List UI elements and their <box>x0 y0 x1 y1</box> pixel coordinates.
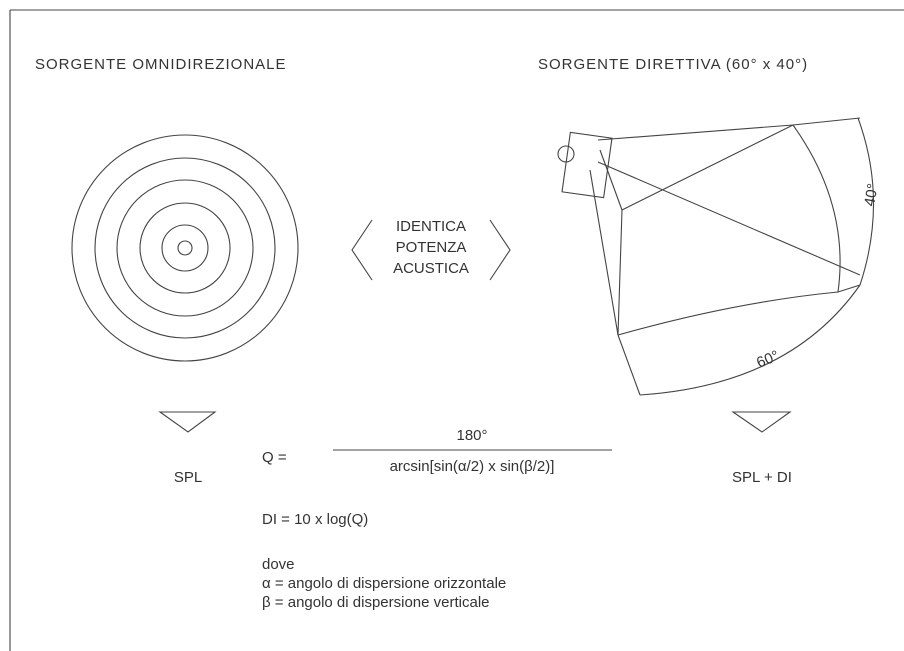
formula-lhs: Q = <box>262 449 287 466</box>
triangle <box>158 411 217 433</box>
directive-source <box>557 117 875 396</box>
angle-vertical: 40° <box>861 182 882 207</box>
center-line: IDENTICA <box>396 218 466 235</box>
center-line: ACUSTICA <box>393 260 469 277</box>
triangle <box>731 411 792 433</box>
di-formula: DI = 10 x log(Q) <box>262 511 368 528</box>
angle-horizontal: 60° <box>754 347 781 371</box>
legend-line: β = angolo di dispersione verticale <box>262 594 490 611</box>
right-label: SPL + DI <box>732 469 792 486</box>
numerator: 180° <box>456 427 487 444</box>
left-label: SPL <box>174 469 202 486</box>
center-note: IDENTICA POTENZA ACUSTICA <box>351 218 511 281</box>
where: dove <box>262 556 295 573</box>
legend-line: α = angolo di dispersione orizzontale <box>262 575 506 592</box>
denominator: arcsin[sin(α/2) x sin(β/2)] <box>390 458 555 475</box>
center-line: POTENZA <box>396 239 467 256</box>
left-title: SORGENTE OMNIDIREZIONALE <box>35 56 287 73</box>
omni-circles <box>71 134 299 362</box>
right-title: SORGENTE DIRETTIVA (60° x 40°) <box>538 56 808 73</box>
